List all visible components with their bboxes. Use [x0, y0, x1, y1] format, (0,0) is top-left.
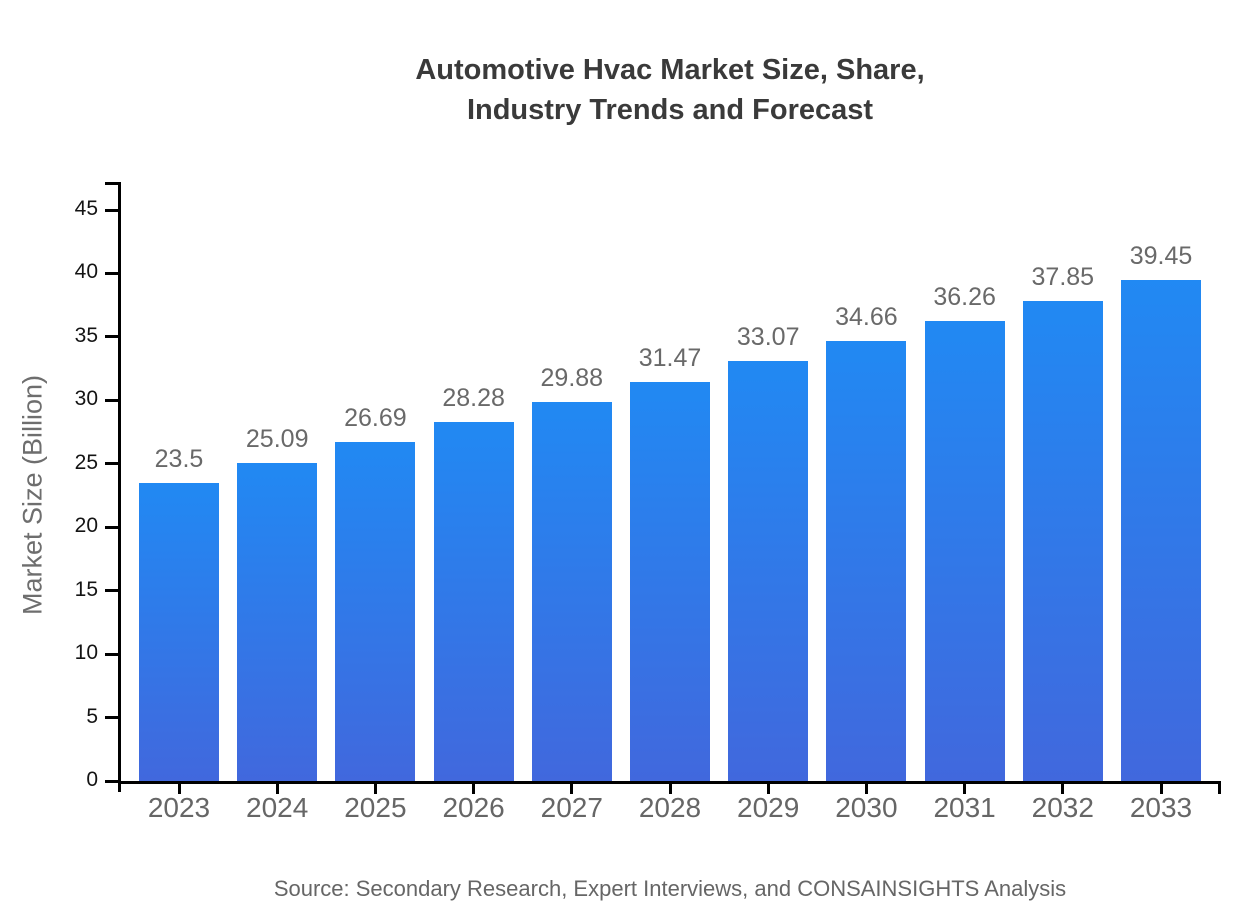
y-axis-tick-label: 25 [74, 450, 98, 474]
bar [139, 483, 219, 781]
y-axis-tick [105, 589, 118, 593]
y-axis-top-cap [105, 182, 118, 185]
source-note: Source: Secondary Research, Expert Inter… [273, 876, 1067, 901]
bar-value-label: 34.66 [835, 303, 898, 331]
y-axis-tick-label: 0 [86, 768, 98, 791]
y-axis-tick-label: 30 [74, 387, 98, 411]
x-axis-tick-label: 2030 [835, 792, 898, 823]
y-axis-title: Market Size (Billion) [17, 374, 48, 616]
x-axis-tick-label: 2026 [442, 792, 505, 823]
bar-value-label: 36.26 [933, 283, 996, 311]
bar-value-label: 23.5 [154, 445, 204, 473]
y-axis-tick-label: 15 [74, 577, 98, 601]
x-axis-tick-label: 2031 [933, 792, 996, 823]
x-axis-tick [570, 781, 574, 794]
bar-value-label: 29.88 [540, 364, 604, 392]
x-axis-tick-label: 2032 [1031, 792, 1094, 823]
plot-area: 0 5 10 15 20 25 30 35 40 45 23.5 2023 25.09 2024 26.69… [75, 182, 1221, 823]
x-axis-tick [963, 781, 967, 794]
y-axis-tick [105, 208, 118, 212]
bar [335, 442, 416, 781]
bar [531, 402, 612, 781]
x-axis-tick-label: 2025 [344, 792, 407, 823]
x-axis-tick [1159, 781, 1163, 794]
bar [826, 341, 907, 781]
x-axis-tick [766, 781, 770, 794]
y-axis-tick [105, 525, 118, 529]
x-axis-tick [177, 781, 181, 794]
x-axis-tick [864, 781, 868, 794]
bar [237, 463, 318, 781]
x-axis-tick-label: 2033 [1129, 792, 1193, 823]
x-axis-tick-label: 2029 [737, 792, 800, 823]
bar-value-label: 26.69 [344, 404, 407, 432]
x-axis-tick [1061, 781, 1065, 794]
bar-value-label: 39.45 [1129, 242, 1193, 270]
x-axis-tick [668, 781, 672, 794]
bar-value-label: 33.07 [736, 323, 800, 351]
bar-value-label: 25.09 [245, 425, 309, 453]
bar [433, 422, 514, 781]
x-axis-tick-label: 2024 [246, 792, 309, 823]
y-axis-tick-label: 45 [74, 197, 98, 220]
x-axis-tick-label: 2027 [540, 792, 603, 823]
x-axis-end-tick [1218, 781, 1221, 794]
y-axis-tick [105, 335, 118, 339]
y-axis-tick [105, 652, 118, 656]
bar [728, 361, 809, 781]
y-axis-tick-label: 20 [74, 514, 98, 538]
y-axis-tick-label: 5 [86, 704, 98, 728]
bar [924, 321, 1005, 781]
bar-value-label: 28.28 [442, 384, 505, 412]
y-axis-tick [105, 398, 118, 402]
y-axis-tick [105, 462, 118, 466]
bar-value-label: 31.47 [638, 344, 702, 372]
y-axis-tick-label: 10 [74, 641, 98, 665]
bar [1022, 301, 1103, 781]
x-axis-tick-label: 2028 [638, 792, 702, 823]
y-axis-tick-label: 35 [74, 323, 98, 347]
y-axis-line [118, 182, 121, 792]
x-axis-tick-label: 2023 [147, 792, 211, 823]
chart-title: Automotive Hvac Market Size, Share, Indu… [415, 54, 925, 126]
y-axis-tick [105, 271, 118, 275]
y-axis-tick [105, 716, 118, 720]
x-axis-tick [373, 781, 377, 794]
bar [630, 382, 710, 781]
y-axis-tick-label: 40 [74, 260, 98, 284]
bar-value-label: 37.85 [1031, 263, 1095, 291]
bar [1121, 280, 1201, 781]
x-axis-tick [472, 781, 476, 794]
x-axis-tick [275, 781, 279, 794]
y-axis-tick [105, 779, 118, 783]
